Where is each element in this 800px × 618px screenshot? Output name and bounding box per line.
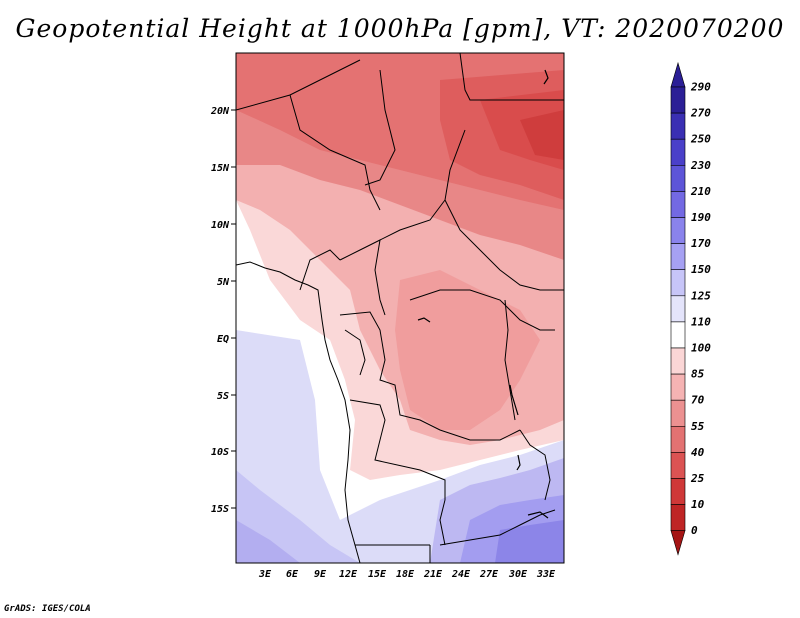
credit-text: GrADS: IGES/COLA: [4, 604, 91, 614]
lat-label-15S: 15S: [211, 504, 229, 515]
lat-label-15N: 15N: [211, 163, 230, 174]
colorbar-label: 0: [691, 524, 698, 537]
colorbar-label: 55: [691, 420, 705, 433]
colorbar-label: 10: [691, 498, 705, 511]
colorbar-label: 100: [691, 342, 711, 355]
colorbar-swatch: [670, 373, 686, 401]
map-lakes: [417, 69, 549, 519]
colorbar-label: 290: [690, 81, 711, 94]
colorbar-swatch: [670, 112, 686, 140]
lon-label-9E: 9E: [314, 569, 327, 580]
lon-label-3E: 3E: [258, 569, 272, 580]
colorbar-swatch: [670, 243, 686, 271]
colorbar-swatch: [670, 165, 686, 192]
lat-label-20N: 20N: [210, 106, 230, 117]
colorbar-label: 110: [691, 315, 711, 328]
colorbar-label: 250: [690, 133, 711, 146]
colorbar-swatch: [670, 217, 686, 244]
lon-label-15E: 15E: [368, 569, 387, 580]
colorbar-swatch: [670, 478, 686, 505]
lat-label-10N: 10N: [211, 220, 230, 231]
colorbar-label: 40: [691, 446, 705, 459]
colorbar-bottom-arrow: [670, 530, 686, 556]
lon-label-18E: 18E: [396, 569, 415, 580]
lon-label-33E: 33E: [536, 569, 556, 580]
colorbar-swatch: [670, 191, 686, 218]
colorbar-swatch: [670, 138, 686, 166]
lat-axis: 20N 15N 10N 5N EQ 5S 10S 15S: [210, 106, 236, 515]
colorbar-swatch: [670, 425, 686, 453]
lat-label-5S: 5S: [217, 391, 229, 402]
lat-label-EQ: EQ: [217, 334, 229, 345]
lat-label-10S: 10S: [211, 447, 229, 458]
map-fill: [236, 53, 564, 563]
colorbar-label: 25: [690, 472, 705, 485]
colorbar-top-arrow: [670, 61, 686, 88]
colorbar-label: 190: [691, 211, 711, 224]
colorbar-label: 210: [690, 185, 711, 198]
colorbar-label: 150: [691, 263, 711, 276]
lon-label-24E: 24E: [451, 569, 471, 580]
colorbar-swatch: [670, 347, 686, 375]
colorbar-label: 230: [690, 159, 711, 172]
colorbar-swatch: [670, 452, 686, 479]
colorbar-label: 170: [691, 237, 711, 250]
colorbar-label: 125: [691, 289, 711, 302]
colorbar-label: 270: [690, 107, 711, 120]
colorbar-swatch: [670, 86, 686, 114]
colorbar-swatch: [670, 269, 686, 297]
lat-label-5N: 5N: [217, 277, 230, 288]
lon-label-6E: 6E: [286, 569, 299, 580]
colorbar-label: 85: [691, 368, 705, 381]
chart-title: Geopotential Height at 1000hPa [gpm], VT…: [15, 14, 785, 43]
colorbar-swatch: [670, 399, 686, 427]
lon-label-30E: 30E: [508, 569, 528, 580]
colorbar-label: 70: [691, 394, 705, 407]
colorbar-swatch: [670, 504, 686, 532]
lon-label-12E: 12E: [339, 569, 358, 580]
colorbar-swatch: [670, 295, 686, 323]
map-frame: [235, 52, 565, 564]
lon-label-27E: 27E: [479, 569, 499, 580]
lon-label-21E: 21E: [423, 569, 443, 580]
colorbar-swatch: [670, 321, 686, 349]
map-borders: [236, 53, 564, 563]
lon-axis: 3E 6E 9E 12E 15E 18E 21E 24E 27E 30E 33E: [258, 569, 556, 580]
colorbar: 2902702502302101901701501251101008570554…: [670, 61, 711, 556]
